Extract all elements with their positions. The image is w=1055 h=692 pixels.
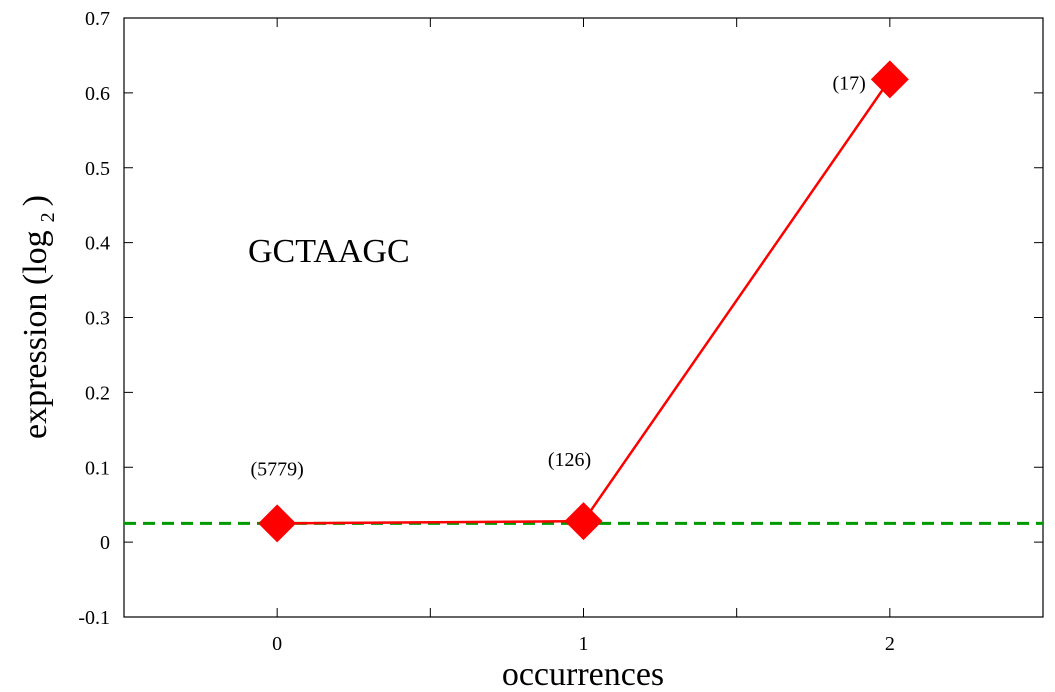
point-count-label: (5779) (251, 458, 304, 480)
x-tick-label: 2 (885, 633, 895, 655)
x-axis-title: occurrences (502, 656, 664, 692)
data-point-marker (564, 502, 603, 541)
y-tick-label: 0.4 (85, 233, 110, 255)
series-layer (258, 60, 909, 543)
point-count-label: (17) (833, 72, 866, 94)
axis-ticks: -0.1 0 0.1 0.2 0.3 0.4 0.5 0.6 0.7 0 1 2 (78, 8, 1044, 655)
x-tick-label: 1 (579, 633, 589, 655)
point-count-label: (126) (548, 449, 591, 471)
data-point-marker (258, 504, 297, 543)
y-tick-label: -0.1 (78, 607, 110, 629)
point-labels-layer: (5779) (126) (17) (251, 72, 866, 480)
y-tick-label: 0.2 (85, 382, 110, 404)
y-tick-label: 0.3 (85, 308, 110, 330)
y-tick-label: 0.5 (85, 158, 110, 180)
y-tick-label: 0 (100, 532, 110, 554)
y-axis-title: expression (log 2) (17, 195, 59, 439)
x-tick-label: 0 (272, 633, 282, 655)
y-axis-title-main: expression (log (17, 230, 54, 439)
y-axis-title-close: ) (17, 195, 54, 206)
y-tick-label: 0.7 (85, 8, 110, 30)
y-tick-label: 0.6 (85, 83, 110, 105)
y-axis-title-subscript: 2 (37, 212, 59, 222)
motif-annotation: GCTAAGC (248, 233, 410, 270)
y-tick-label: 0.1 (85, 457, 110, 479)
data-point-marker (870, 60, 909, 99)
